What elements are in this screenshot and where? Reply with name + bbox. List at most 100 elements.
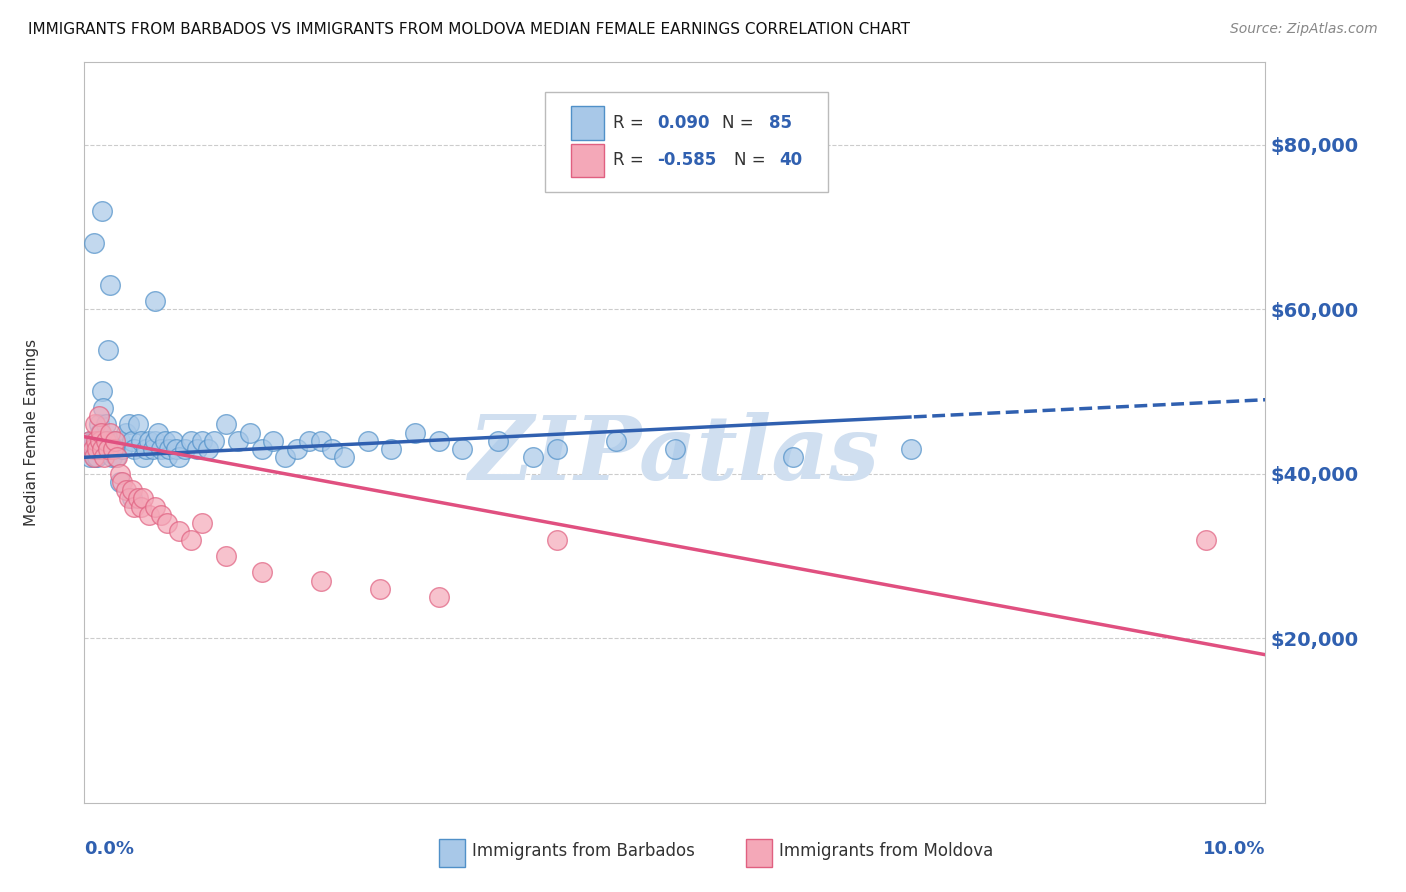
Point (486, 434, 509, 448)
Point (108, 467, 131, 481)
Point (100, 450, 122, 465)
Point (262, 434, 284, 448)
Point (309, 434, 332, 448)
Point (122, 500, 145, 514)
Point (83, 434, 105, 448)
Text: R =: R = (613, 114, 650, 132)
Point (94, 434, 117, 448)
FancyBboxPatch shape (439, 839, 464, 867)
Text: ZIPatlas: ZIPatlas (470, 411, 880, 498)
Point (122, 442, 145, 456)
Point (167, 450, 190, 465)
Point (91, 384, 114, 399)
Text: 85: 85 (769, 114, 793, 132)
Point (166, 442, 188, 456)
Point (87, 434, 110, 448)
Point (89, 425, 111, 440)
Point (79, 434, 101, 448)
Point (97, 343, 120, 358)
Point (103, 442, 125, 456)
Point (114, 425, 136, 440)
Point (107, 434, 129, 448)
Point (150, 508, 173, 522)
Point (451, 442, 474, 456)
Point (101, 442, 124, 456)
Point (522, 450, 544, 465)
Point (1195, 533, 1218, 547)
Point (173, 442, 195, 456)
Text: IMMIGRANTS FROM BARBADOS VS IMMIGRANTS FROM MOLDOVA MEDIAN FEMALE EARNINGS CORRE: IMMIGRANTS FROM BARBADOS VS IMMIGRANTS F… (28, 22, 910, 37)
Point (91, 434, 114, 448)
Point (80, 442, 103, 456)
Point (162, 434, 184, 448)
Point (83, 450, 105, 465)
Point (900, 442, 922, 456)
Point (114, 483, 136, 498)
Point (91, 203, 114, 218)
Point (91, 442, 114, 456)
Text: 10.0%: 10.0% (1204, 840, 1265, 858)
Text: 40: 40 (779, 151, 801, 169)
Text: R =: R = (613, 151, 650, 169)
Point (167, 524, 190, 539)
Text: Source: ZipAtlas.com: Source: ZipAtlas.com (1230, 22, 1378, 37)
Point (108, 475, 131, 489)
Point (79, 434, 101, 448)
Point (191, 516, 214, 530)
Point (321, 442, 343, 456)
Text: 0.090: 0.090 (657, 114, 710, 132)
Point (84, 442, 107, 456)
Point (546, 533, 568, 547)
Point (215, 549, 238, 563)
Point (180, 434, 202, 448)
Point (186, 442, 208, 456)
Point (132, 450, 155, 465)
Point (782, 450, 804, 465)
Point (82, 434, 104, 448)
Point (146, 425, 169, 440)
Point (111, 442, 134, 456)
Point (138, 508, 160, 522)
Point (118, 491, 141, 506)
Point (107, 450, 129, 465)
Point (121, 483, 143, 498)
Point (368, 582, 391, 596)
FancyBboxPatch shape (745, 839, 772, 867)
Text: Median Female Earnings: Median Female Earnings (24, 339, 39, 526)
Point (156, 516, 179, 530)
Point (127, 491, 149, 506)
Point (285, 442, 308, 456)
Point (298, 434, 321, 448)
FancyBboxPatch shape (571, 106, 605, 140)
Point (98, 425, 121, 440)
Point (111, 475, 134, 489)
Point (98, 277, 121, 292)
Text: N =: N = (734, 151, 770, 169)
Point (129, 434, 152, 448)
Point (84, 450, 107, 465)
Text: Immigrants from Moldova: Immigrants from Moldova (779, 842, 993, 860)
Point (250, 442, 273, 456)
Point (86, 442, 108, 456)
FancyBboxPatch shape (571, 144, 605, 177)
Point (87, 417, 110, 432)
Point (84, 434, 107, 448)
Text: Immigrants from Barbados: Immigrants from Barbados (472, 842, 695, 860)
Point (90, 425, 112, 440)
Point (132, 491, 155, 506)
Point (97, 434, 120, 448)
Point (309, 574, 332, 588)
Point (108, 434, 131, 448)
Point (89, 434, 111, 448)
Point (157, 442, 180, 456)
Point (86, 450, 108, 465)
Text: -0.585: -0.585 (657, 151, 717, 169)
Point (96, 442, 118, 456)
Point (180, 533, 202, 547)
Point (605, 434, 627, 448)
Point (98, 434, 121, 448)
Point (404, 425, 426, 440)
Point (94, 434, 117, 448)
Point (118, 417, 141, 432)
Point (101, 434, 124, 448)
